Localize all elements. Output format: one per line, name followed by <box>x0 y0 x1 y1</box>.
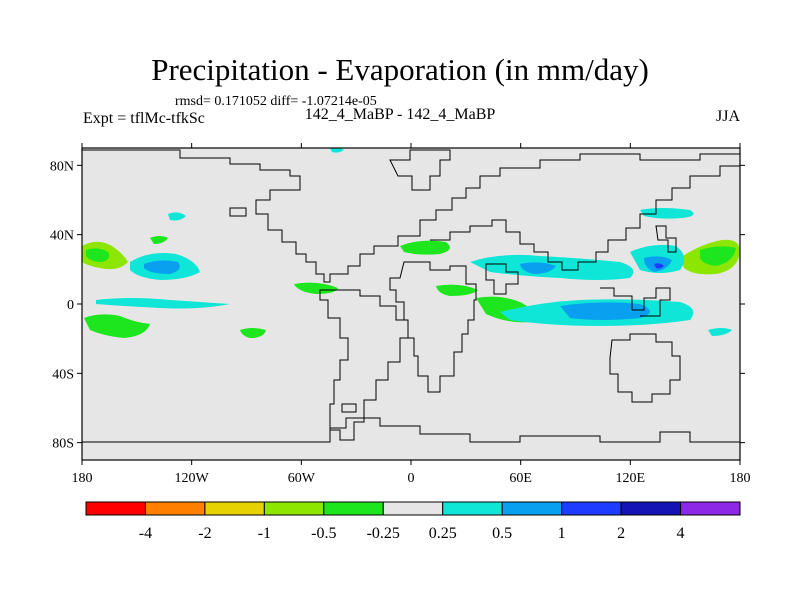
region-indian-ocean-blue <box>560 302 650 320</box>
y-tick-label: 40S <box>52 367 74 382</box>
x-tick-label: 0 <box>408 471 415 486</box>
colorbar-label: 0.25 <box>429 525 457 542</box>
colorbar-label: -2 <box>198 525 211 542</box>
coastlines <box>82 149 740 443</box>
colorbar-swatch <box>204 501 265 516</box>
region-central-pacific-green <box>150 236 168 244</box>
region-south-pacific-cyan <box>96 298 230 309</box>
region-nw-pacific-navy <box>654 263 664 269</box>
region-asia-green <box>436 284 478 296</box>
colorbar-label: 0.5 <box>492 525 512 542</box>
x-tick-label: 120W <box>175 471 210 486</box>
region-far-north-cyan <box>330 148 344 153</box>
region-dateline-green-core <box>86 248 110 262</box>
colorbar-label: -1 <box>258 525 271 542</box>
coastline-greenland <box>389 149 451 191</box>
coastline-africa <box>389 261 477 393</box>
y-tick-label: 0 <box>67 298 74 313</box>
colorbar-label: 4 <box>677 525 685 542</box>
colorbar-swatch <box>680 501 741 516</box>
region-sw-pacific-cyan <box>708 328 732 336</box>
colorbar-label: 1 <box>558 525 566 542</box>
coastline-australia <box>609 333 681 403</box>
region-nw-pacific-east-green <box>700 246 736 266</box>
region-west-asia-green <box>400 240 450 255</box>
x-tick-label: 60E <box>509 471 532 486</box>
y-tick-label: 40N <box>50 229 74 244</box>
stats-label: rmsd= 0.171052 diff= -1.07214e-05 <box>175 94 377 109</box>
season-label: JJA <box>716 108 741 125</box>
region-bay-of-bengal-blue <box>520 262 556 274</box>
coastline-japan <box>655 225 677 253</box>
coastline-southeast-asia <box>600 287 671 317</box>
colorbar-swatch <box>501 501 563 516</box>
y-tick-label: 80N <box>50 159 74 174</box>
region-north-pacific-cyan <box>168 212 186 221</box>
colorbar-swatch <box>144 501 206 516</box>
colorbar-label: -0.5 <box>311 525 336 542</box>
experiment-label: Expt = tflMc-tfkSc <box>83 110 205 127</box>
colorbar-swatch <box>382 501 444 516</box>
coastline-eurasia <box>430 165 740 271</box>
case-label: 142_4_MaBP - 142_4_MaBP <box>304 106 496 123</box>
colorbar: -4 -2 -1 -0.5 -0.25 0.25 0.5 1 2 4 <box>85 501 741 542</box>
coastline-arabia <box>485 263 519 295</box>
colorbar-swatch <box>323 501 384 516</box>
colorbar-swatch <box>85 501 146 516</box>
coastline-south-america <box>319 289 409 441</box>
colorbar-label: 2 <box>617 525 625 542</box>
y-tick-label: 80S <box>52 437 74 452</box>
x-tick-label: 180 <box>72 471 93 486</box>
region-nw-pacific-north-cyan <box>640 208 694 219</box>
region-atlantic-green <box>294 282 338 294</box>
colorbar-label: -4 <box>139 525 152 542</box>
region-south-pacific-green <box>84 314 150 338</box>
x-axis-ticks: 180 120W 60W 0 60E 120E 180 <box>72 143 751 486</box>
colorbar-label: -0.25 <box>367 525 400 542</box>
colorbar-swatch <box>561 501 622 516</box>
coastline-antarctica <box>82 417 740 443</box>
anomaly-field <box>82 148 740 338</box>
x-tick-label: 120E <box>616 471 646 486</box>
coastline-north-america <box>82 149 740 283</box>
region-south-pacific-green-2 <box>240 328 266 338</box>
x-tick-label: 180 <box>730 471 751 486</box>
colorbar-swatch <box>263 501 325 516</box>
coastline-iceland <box>229 207 357 413</box>
chart-title: Precipitation - Evaporation (in mm/day) <box>151 52 649 87</box>
colorbar-swatch <box>442 501 503 516</box>
region-central-pacific-blue <box>144 260 180 274</box>
y-axis-ticks: 80N 40N 0 40S 80S <box>50 159 745 452</box>
x-tick-label: 60W <box>288 471 316 486</box>
colorbar-swatch <box>620 501 682 516</box>
